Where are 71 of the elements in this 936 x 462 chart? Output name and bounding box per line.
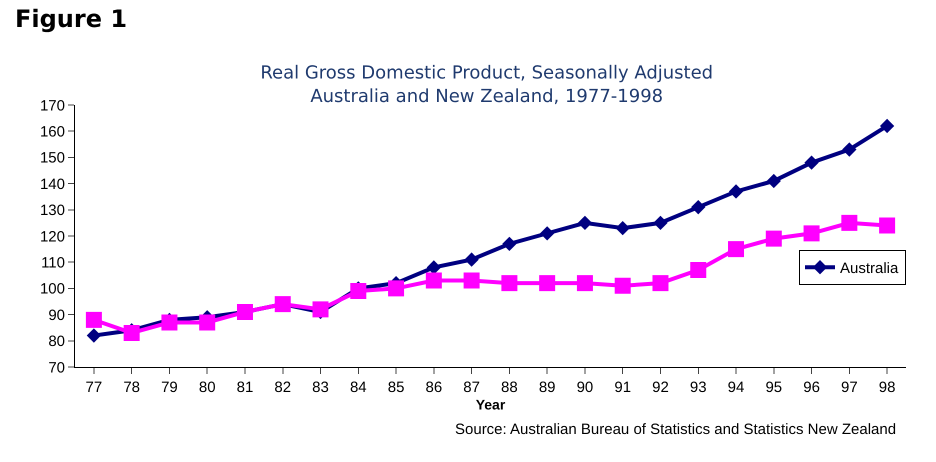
legend-label: Australia: [840, 260, 900, 278]
x-tick-label: 95: [765, 379, 782, 396]
x-tick-label: 94: [728, 379, 744, 396]
point: [842, 142, 856, 157]
point: [426, 272, 442, 289]
x-tick-label: 84: [350, 379, 367, 396]
point: [841, 214, 858, 231]
x-tick-label: 91: [614, 379, 632, 396]
y-tick-label: 100: [40, 280, 65, 298]
x-tick-label: 85: [388, 379, 404, 396]
point: [199, 314, 216, 330]
point: [539, 275, 556, 292]
x-tick-label: 98: [878, 379, 896, 396]
y-tick-label: 160: [40, 123, 65, 140]
point: [690, 262, 706, 278]
point: [880, 118, 894, 134]
x-tick-label: 83: [312, 379, 329, 396]
chart-title: Real Gross Domestic Product, Seasonally Adjusted Australia and New Zealand, 1977-1998: [260, 62, 714, 107]
point: [728, 241, 744, 258]
point: [616, 220, 630, 236]
y-tick-label: 90: [48, 306, 65, 324]
point: [312, 301, 329, 318]
x-tick-label: 89: [538, 379, 556, 396]
point: [578, 216, 592, 230]
point: [464, 272, 480, 289]
x-tick-label: 78: [123, 379, 140, 396]
point: [576, 275, 593, 292]
y-tick-label: 120: [40, 228, 65, 246]
point: [161, 314, 178, 330]
point: [464, 252, 479, 267]
caption: Figure 1: [15, 5, 128, 33]
x-axis-title: Year: [476, 396, 506, 412]
source-note: Source: Australian Bureau of Statistics and Statistics New Zealand: [455, 421, 896, 438]
y-tick-label: 140: [40, 176, 65, 193]
point: [388, 280, 404, 296]
x-tick-label: 87: [463, 379, 480, 396]
point: [766, 174, 781, 188]
point: [614, 278, 631, 294]
point: [86, 312, 102, 328]
point: [653, 216, 668, 230]
point: [728, 184, 744, 199]
point: [804, 155, 819, 170]
point: [766, 230, 782, 247]
point: [652, 275, 668, 292]
point: [502, 236, 517, 252]
point: [350, 283, 366, 300]
y-tick-label: 110: [41, 254, 65, 272]
point: [86, 328, 102, 343]
y-tick-label: 130: [40, 202, 65, 220]
x-tick-label: 90: [576, 379, 594, 396]
y-tick-label: 170: [40, 97, 65, 114]
x-tick-label: 97: [840, 379, 858, 396]
x-tick-label: 93: [690, 379, 707, 396]
point: [501, 275, 518, 292]
x-tick-label: 92: [652, 379, 669, 396]
x-tick-label: 80: [198, 379, 216, 396]
x-tick-label: 81: [236, 379, 254, 396]
y-tick-label: 70: [48, 359, 65, 376]
x-tick-label: 96: [803, 379, 820, 396]
point: [804, 225, 820, 242]
y-tick-label: 80: [48, 333, 65, 350]
y-tick-label: 150: [40, 150, 65, 167]
point: [879, 218, 896, 234]
point: [540, 226, 554, 241]
point: [691, 200, 706, 214]
point: [124, 324, 140, 341]
x-tick-label: 86: [425, 379, 442, 396]
x-tick-label: 82: [274, 379, 292, 396]
x-tick-label: 77: [86, 379, 102, 396]
x-tick-label: 79: [161, 379, 178, 396]
x-tick-label: 88: [501, 379, 518, 396]
